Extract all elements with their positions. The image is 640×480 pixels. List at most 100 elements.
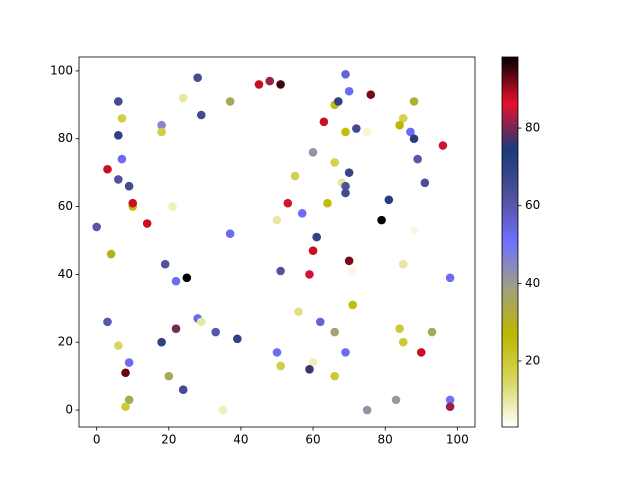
x-tick-label: 20 (161, 433, 176, 447)
scatter-point (193, 73, 202, 82)
scatter-point (413, 154, 422, 164)
colorbar-tick-label: 60 (525, 198, 540, 212)
scatter-point (168, 202, 177, 211)
scatter-point (142, 219, 152, 228)
scatter-point (114, 97, 123, 106)
scatter-point (171, 276, 181, 286)
scatter-point (225, 97, 235, 106)
scatter-point (157, 127, 166, 137)
scatter-point (352, 124, 361, 133)
scatter-point (164, 371, 174, 381)
colorbar (501, 56, 519, 428)
scatter-point (362, 405, 372, 415)
scatter-point (124, 358, 134, 367)
scatter-point (341, 188, 350, 198)
scatter-point (409, 97, 419, 106)
scatter-point (157, 337, 166, 347)
scatter-point (366, 90, 376, 99)
scatter-point (114, 175, 123, 184)
scatter-point (344, 256, 354, 266)
scatter-point (344, 86, 354, 96)
scatter-point (128, 198, 138, 208)
scatter-point (305, 270, 314, 279)
scatter-point (283, 198, 293, 208)
scatter-point (445, 273, 455, 283)
scatter-point (406, 127, 415, 137)
scatter-point (395, 120, 404, 130)
scatter-point (341, 348, 350, 357)
scatter-point (330, 327, 340, 337)
scatter-point (276, 266, 285, 276)
scatter-point (445, 395, 455, 405)
colorbar-tick-label: 20 (525, 353, 540, 367)
scatter-point (272, 348, 282, 357)
scatter-point (103, 317, 112, 327)
scatter-point (308, 358, 318, 367)
scatter-point (308, 147, 318, 157)
scatter-point (395, 324, 404, 333)
scatter-point (409, 134, 419, 144)
scatter-point (308, 246, 318, 255)
y-tick-label: 20 (58, 335, 73, 349)
scatter-point (121, 402, 130, 411)
scatter-point (427, 327, 437, 337)
scatter-point (445, 402, 455, 411)
scatter-point (312, 232, 321, 242)
y-tick-label: 0 (65, 403, 73, 417)
scatter-point (114, 341, 123, 350)
colorbar-tick-label: 40 (525, 276, 540, 290)
scatter-point (160, 259, 170, 269)
scatter-point (225, 229, 235, 238)
scatter-point (330, 371, 340, 381)
scatter-point (276, 80, 285, 89)
y-tick-label: 80 (58, 131, 73, 145)
y-tick-label: 60 (58, 199, 73, 213)
scatter-point (124, 181, 134, 191)
scatter-point (319, 117, 329, 127)
scatter-point (323, 198, 332, 208)
scatter-point (178, 93, 188, 103)
scatter-point (348, 266, 358, 276)
scatter-point (196, 317, 206, 327)
scatter-point (124, 395, 134, 405)
scatter-point (315, 317, 325, 327)
scatter-point (103, 164, 112, 174)
scatter-point (233, 334, 242, 344)
scatter-point (420, 178, 430, 188)
scatter-point (106, 249, 116, 259)
x-tick-label: 80 (378, 433, 393, 447)
scatter-point (348, 300, 358, 310)
scatter-point (391, 395, 401, 405)
scatter-point (377, 215, 386, 225)
scatter-point (117, 114, 127, 123)
scatter-point (92, 222, 101, 232)
scatter-point (409, 225, 419, 235)
scatter-point (157, 120, 166, 130)
scatter-point (334, 97, 343, 106)
scatter-point (341, 127, 350, 137)
x-tick-label: 60 (305, 433, 320, 447)
scatter-point (196, 110, 206, 120)
scatter-point (218, 405, 228, 415)
scatter-point (114, 131, 123, 140)
scatter-point (254, 80, 264, 89)
scatter-point (276, 361, 285, 371)
scatter-point (362, 127, 372, 137)
scatter-point (121, 368, 130, 378)
scatter-point (211, 327, 220, 337)
x-tick-label: 40 (233, 433, 248, 447)
scatter-point (117, 154, 127, 164)
x-tick-label: 100 (446, 433, 469, 447)
scatter-point (344, 168, 354, 177)
scatter-point (178, 385, 188, 394)
scatter-point (305, 365, 314, 374)
scatter-point (290, 171, 300, 181)
scatter-point (398, 114, 408, 123)
scatter-point (265, 76, 275, 86)
scatter-point (297, 209, 307, 218)
scatter-point (398, 337, 408, 347)
scatter-point (341, 69, 350, 79)
scatter-point (416, 348, 426, 357)
scatter-point (171, 324, 181, 333)
